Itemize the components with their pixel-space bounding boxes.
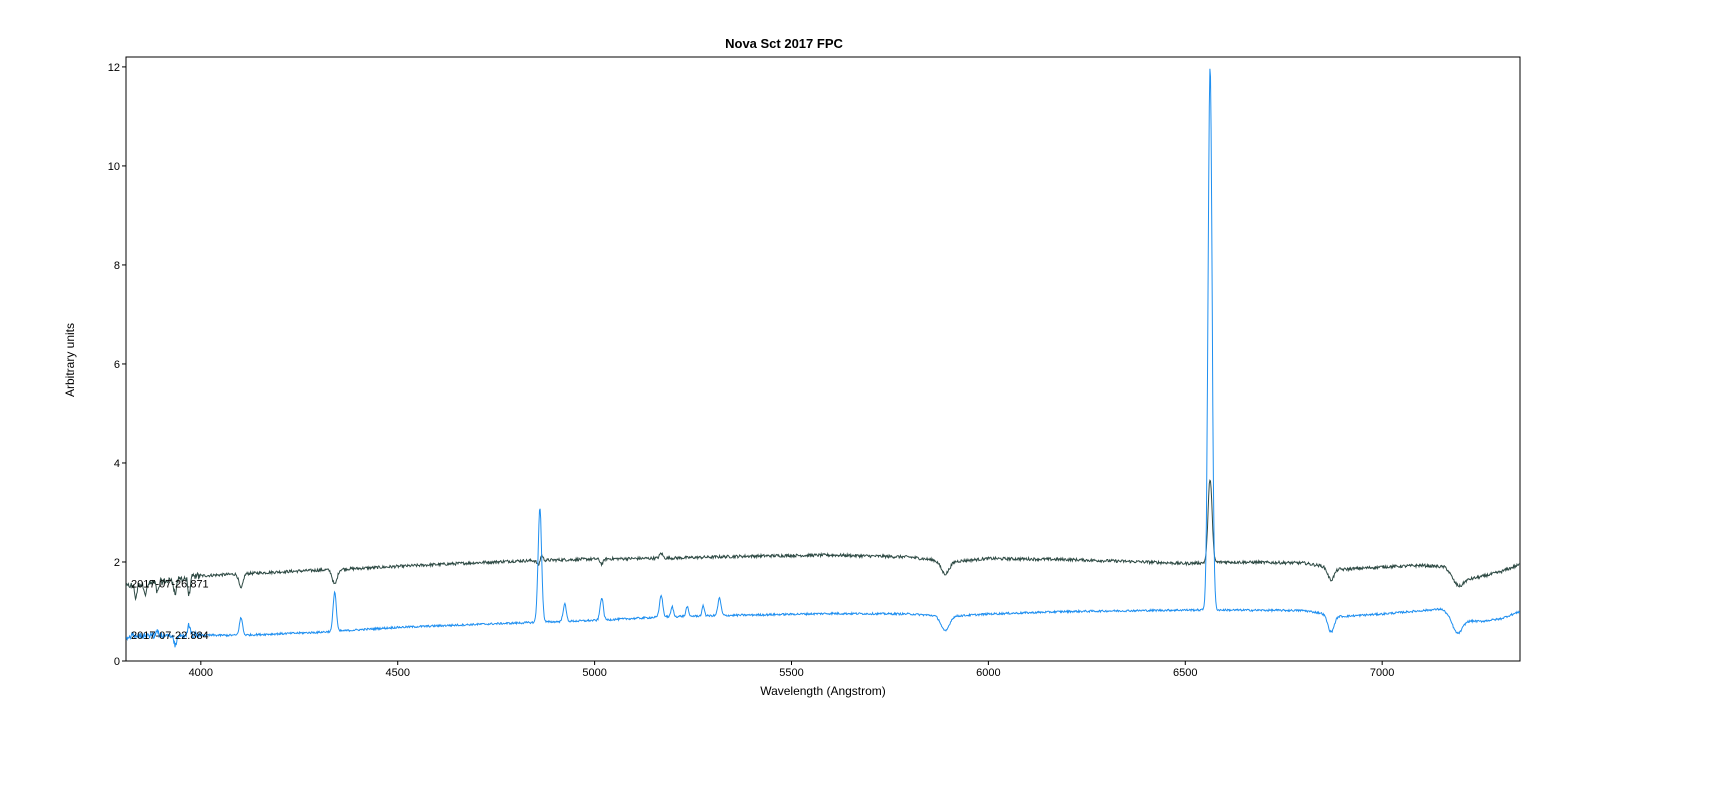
x-tick-label: 5000 <box>582 667 606 679</box>
y-tick-label: 2 <box>114 557 120 569</box>
x-tick-label: 4500 <box>385 667 409 679</box>
y-axis-label: Arbitrary units <box>63 323 77 397</box>
series-label: 2017-07-22.884 <box>131 630 209 642</box>
y-tick-label: 6 <box>114 359 120 371</box>
y-tick-label: 0 <box>114 656 120 668</box>
x-tick-label: 5500 <box>779 667 803 679</box>
x-tick-label: 6000 <box>976 667 1000 679</box>
plot-frame <box>125 56 1521 662</box>
series-line <box>126 68 1520 648</box>
y-tick-label: 10 <box>108 161 120 173</box>
y-tick-label: 8 <box>114 260 120 272</box>
y-axis: 0 2 4 6 8 10 12 <box>108 62 126 668</box>
x-tick-label: 7000 <box>1370 667 1394 679</box>
x-axis: 4000 4500 5000 5500 6000 6500 7000 <box>189 661 1394 679</box>
y-tick-label: 12 <box>108 62 120 74</box>
x-axis-label: Wavelength (Angstrom) <box>760 684 886 698</box>
series-line <box>126 479 1520 602</box>
x-tick-label: 6500 <box>1173 667 1197 679</box>
x-tick-label: 4000 <box>189 667 213 679</box>
series-label: 2017-07-26.871 <box>131 579 209 591</box>
plot-area: 2017-07-26.871 2017-07-22.884 <box>125 56 1521 662</box>
chart-title: Nova Sct 2017 FPC <box>725 36 843 51</box>
y-tick-label: 4 <box>114 458 120 470</box>
